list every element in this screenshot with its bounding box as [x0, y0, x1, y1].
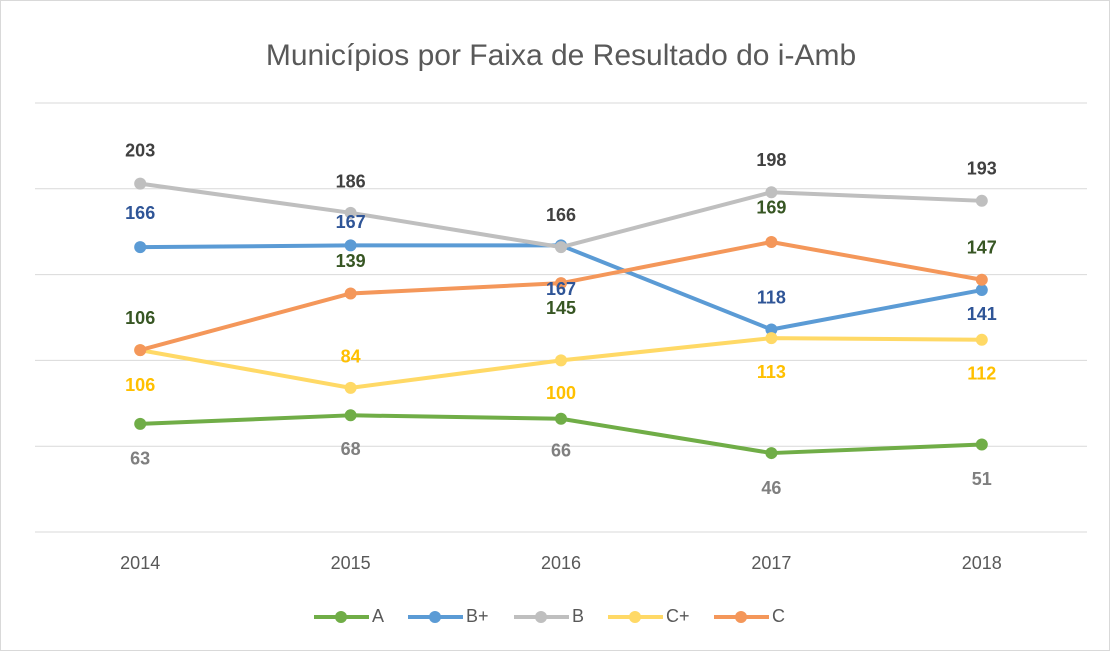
legend-label: C	[772, 606, 785, 626]
data-label: 68	[341, 439, 361, 459]
data-point	[344, 287, 357, 300]
data-label: 118	[757, 287, 786, 307]
data-point	[975, 333, 988, 346]
data-label: 193	[967, 159, 997, 179]
data-label: 46	[761, 478, 781, 498]
x-tick-label: 2014	[120, 553, 160, 573]
data-point	[344, 206, 357, 219]
data-point	[134, 417, 147, 430]
legend-label: B	[572, 606, 584, 626]
data-point	[344, 239, 357, 252]
data-point	[134, 241, 147, 254]
data-label: 167	[546, 279, 576, 299]
data-label: 169	[756, 198, 786, 218]
data-point	[765, 323, 778, 336]
data-label: 147	[967, 237, 997, 257]
legend-marker	[535, 611, 547, 623]
legend-label: C+	[666, 606, 690, 626]
data-label: 84	[341, 347, 361, 367]
data-label: 106	[125, 375, 155, 395]
data-label: 113	[757, 362, 786, 382]
data-label: 141	[967, 304, 997, 324]
legend-marker	[335, 611, 347, 623]
data-label: 51	[972, 469, 992, 489]
x-tick-label: 2016	[541, 553, 581, 573]
data-label: 198	[756, 150, 786, 170]
data-point	[555, 354, 567, 367]
data-point	[765, 447, 778, 460]
legend-marker	[735, 611, 747, 623]
data-label: 63	[130, 449, 150, 469]
data-label: 145	[546, 298, 576, 318]
data-point	[555, 241, 567, 254]
x-tick-label: 2018	[962, 553, 1002, 573]
legend-label: A	[372, 606, 384, 626]
data-label: 106	[125, 308, 155, 328]
legend-marker	[629, 611, 641, 623]
data-label: 166	[546, 205, 576, 225]
chart-title: Municípios por Faixa de Resultado do i-A…	[266, 39, 856, 72]
data-point	[555, 412, 567, 425]
data-label: 66	[551, 440, 571, 460]
data-point	[765, 186, 778, 199]
data-point	[975, 438, 988, 451]
data-point	[555, 277, 567, 290]
data-label: 100	[546, 383, 576, 403]
legend-marker	[429, 611, 441, 623]
data-label: 203	[125, 140, 155, 160]
data-label: 112	[967, 364, 996, 384]
data-point	[344, 409, 357, 422]
x-tick-label: 2015	[331, 553, 371, 573]
data-point	[975, 194, 988, 207]
legend-label: B+	[466, 606, 489, 626]
data-point	[344, 381, 357, 394]
data-point	[975, 273, 988, 286]
data-label: 167	[336, 212, 366, 232]
data-point	[134, 177, 147, 190]
data-label: 166	[125, 203, 155, 223]
data-point	[134, 344, 147, 357]
data-label: 139	[336, 251, 366, 271]
data-point	[975, 284, 988, 297]
data-point	[765, 235, 778, 248]
data-label: 186	[336, 172, 366, 192]
x-tick-label: 2017	[751, 553, 791, 573]
data-point	[765, 332, 778, 345]
